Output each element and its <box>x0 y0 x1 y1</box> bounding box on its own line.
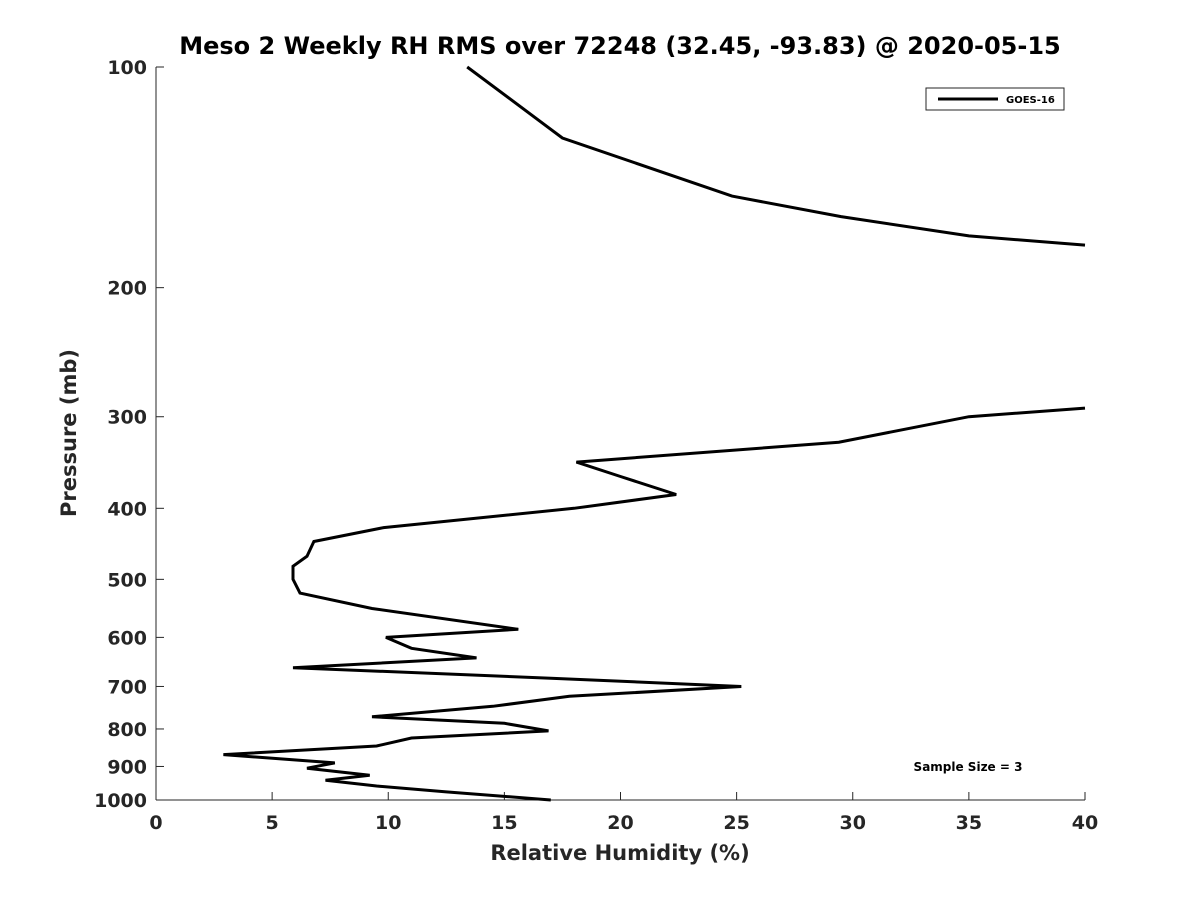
y-tick-label: 200 <box>107 278 147 300</box>
legend: GOES-16 <box>925 87 1065 111</box>
y-tick-label: 900 <box>107 756 147 778</box>
x-tick-label: 10 <box>375 812 401 834</box>
x-tick-label: 0 <box>149 812 162 834</box>
legend-label-goes-16: GOES-16 <box>1006 95 1055 106</box>
y-ticks: 100 200 300 400 500 600 700 800 900 1000 <box>94 57 164 812</box>
x-axis-label: Relative Humidity (%) <box>490 841 749 865</box>
series-layer <box>223 65 1086 802</box>
y-tick-label: 700 <box>107 676 147 698</box>
sample-size-annotation: Sample Size = 3 <box>914 760 1023 774</box>
x-ticks: 0 5 10 15 20 25 30 35 40 <box>149 792 1098 834</box>
x-tick-label: 35 <box>956 812 982 834</box>
y-tick-label: 800 <box>107 719 147 741</box>
x-tick-label: 20 <box>607 812 633 834</box>
y-tick-label: 300 <box>107 407 147 429</box>
y-tick-label: 1000 <box>94 790 147 812</box>
chart-title: Meso 2 Weekly RH RMS over 72248 (32.45, … <box>179 32 1061 60</box>
series-line-goes-16-segment-2 <box>223 406 1086 802</box>
y-tick-label: 600 <box>107 627 147 649</box>
x-tick-label: 5 <box>266 812 279 834</box>
x-tick-label: 40 <box>1072 812 1098 834</box>
y-axis-label: Pressure (mb) <box>57 349 81 517</box>
series-line-goes-16-segment-1 <box>466 65 1086 247</box>
x-tick-label: 15 <box>491 812 517 834</box>
y-tick-label: 500 <box>107 569 147 591</box>
x-tick-label: 30 <box>840 812 866 834</box>
x-tick-label: 25 <box>723 812 749 834</box>
y-tick-label: 100 <box>107 57 147 79</box>
y-tick-label: 400 <box>107 498 147 520</box>
